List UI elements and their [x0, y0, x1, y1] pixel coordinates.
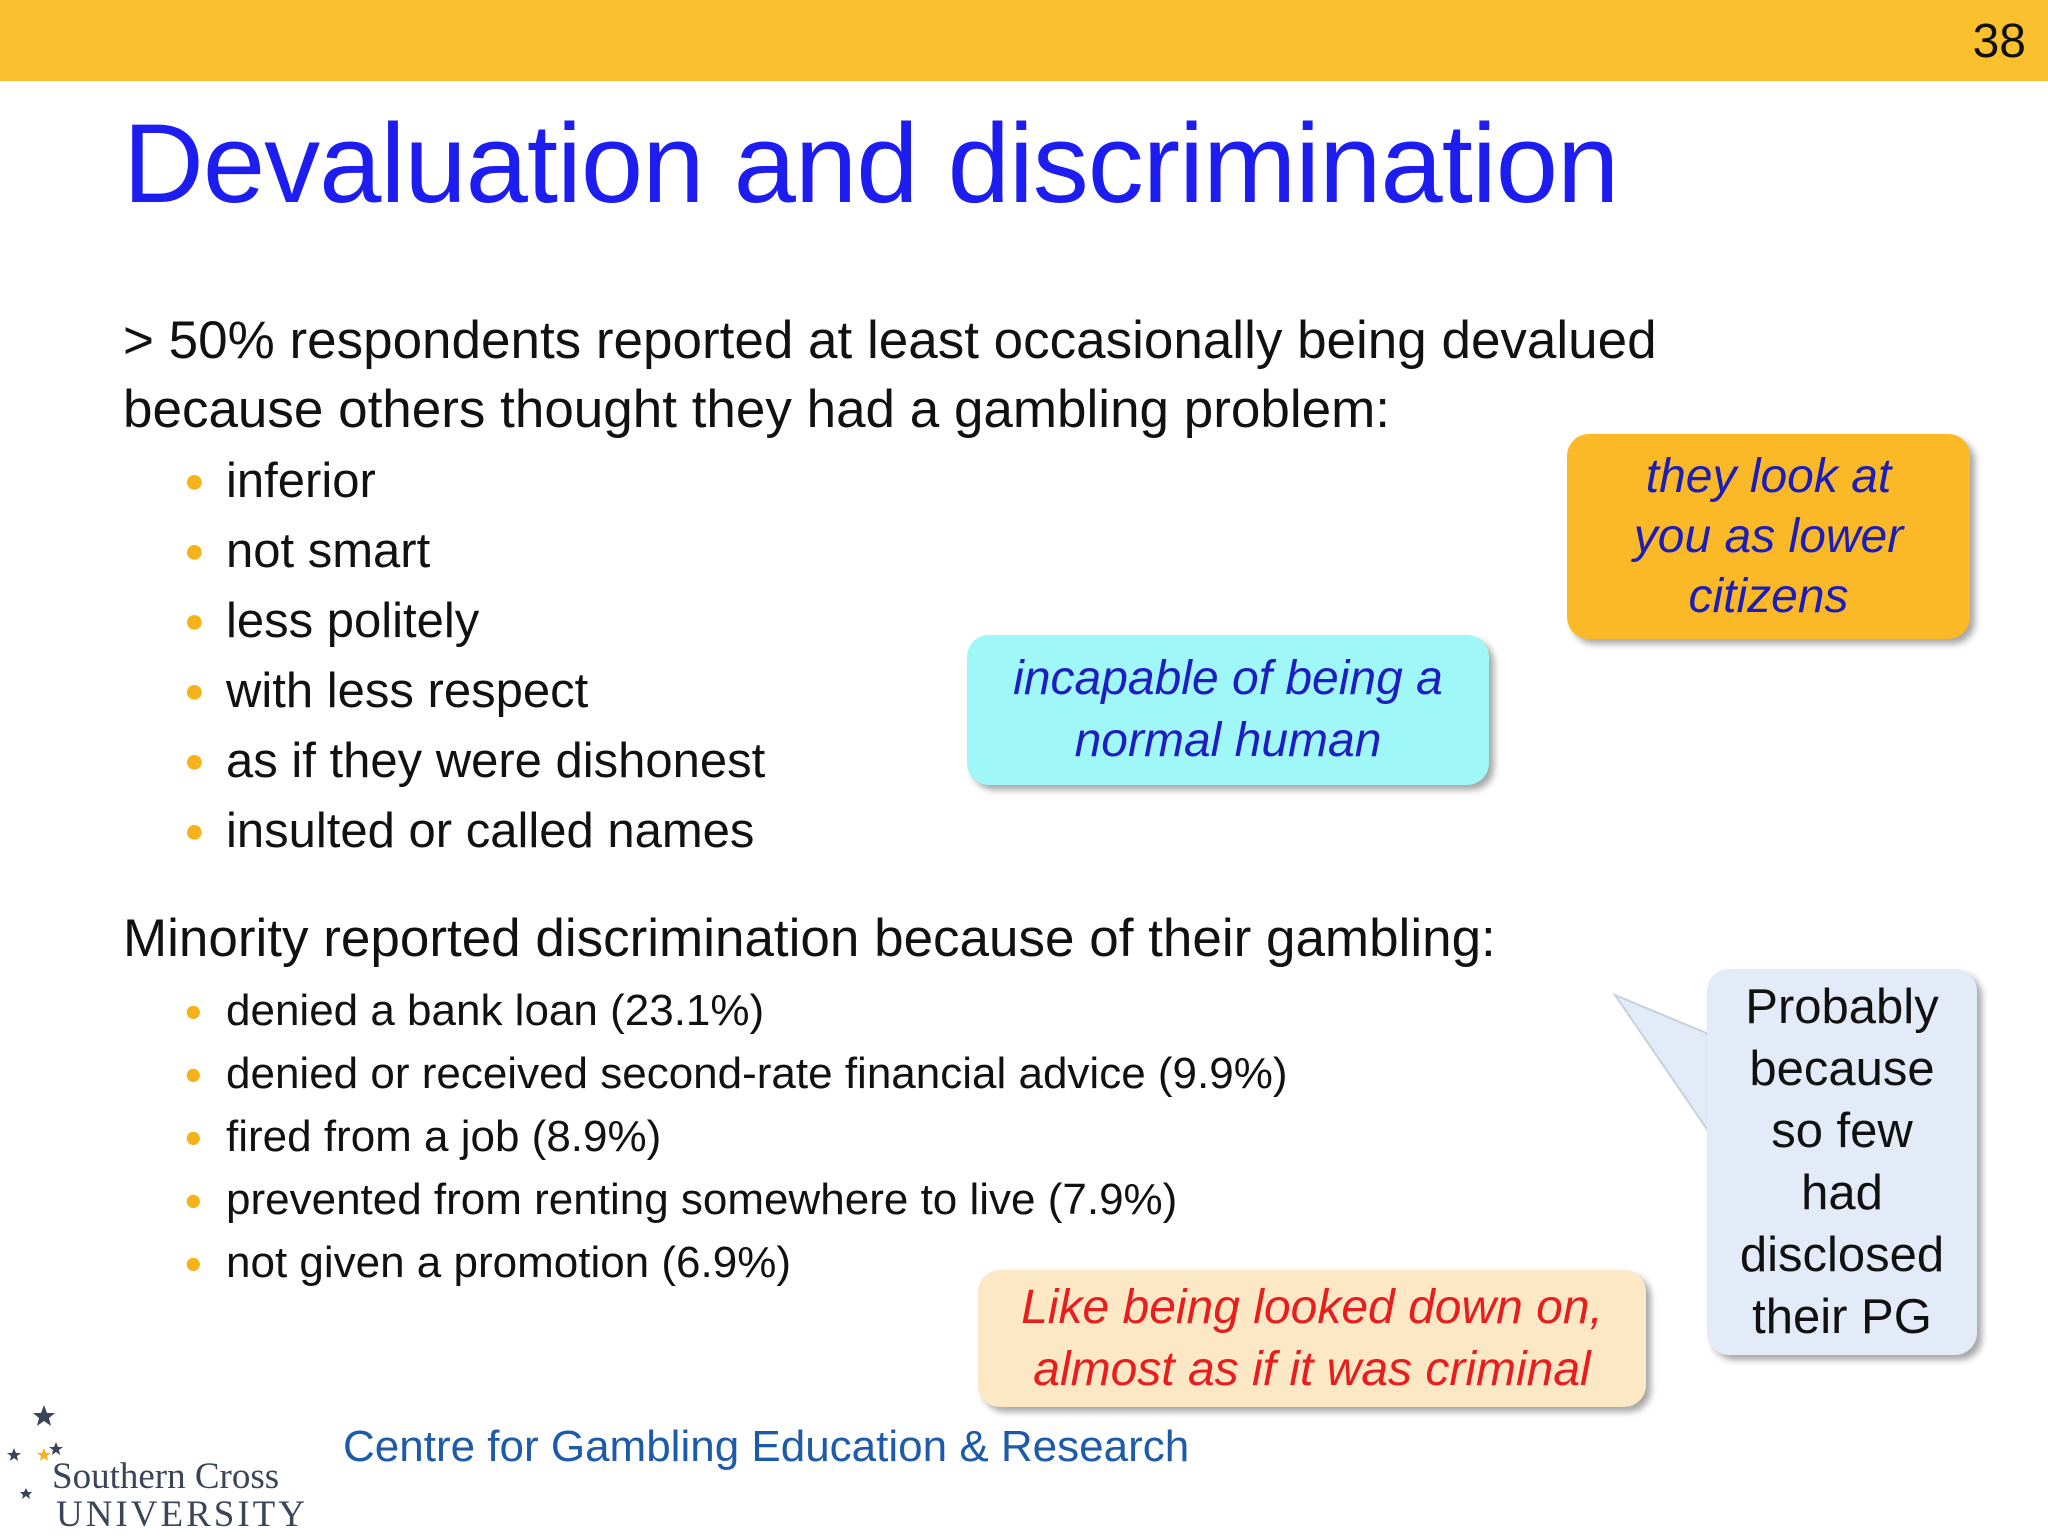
callout-criminal: Like being looked down on, almost as if … — [978, 1270, 1646, 1407]
intro-text: > 50% respondents reported at least occa… — [123, 306, 1823, 444]
list-item: ● less politely — [184, 594, 480, 648]
bullet-icon: ● — [184, 812, 205, 850]
slide-number: 38 — [1972, 15, 2026, 68]
callout-incapable: incapable of being a normal human — [967, 635, 1489, 785]
list-item: ● not smart — [184, 524, 431, 578]
bullet-icon: ● — [184, 462, 205, 500]
bullet-icon: ● — [184, 1245, 203, 1280]
list-item: ● not given a promotion (6.9%) — [184, 1238, 791, 1287]
logo-university: UNIVERSITY — [56, 1494, 308, 1535]
slide-title: Devaluation and discrimination — [123, 101, 1619, 226]
list-item: ● prevented from renting somewhere to liv… — [184, 1175, 1178, 1224]
university-logo-stars — [7, 1405, 63, 1499]
logo-name: Southern Cross — [52, 1456, 280, 1497]
bullet-icon: ● — [184, 602, 205, 640]
list-item: ● as if they were dishonest — [184, 734, 766, 788]
bullet-icon: ● — [184, 1182, 203, 1217]
devalued-list: ● inferior ● not smart ● less politely ● wit… — [180, 452, 765, 872]
intro-line: because others thought they had a gambli… — [123, 380, 1390, 439]
footer-centre-name: Centre for Gambling Education & Research — [343, 1422, 1190, 1471]
bullet-icon: ● — [184, 993, 203, 1028]
list-item: ● denied a bank loan (23.1%) — [184, 986, 765, 1035]
list-item: ● fired from a job (8.9%) — [184, 1112, 662, 1161]
list-item: ● inferior — [184, 454, 376, 508]
list-item: ● denied or received second-rate financia… — [184, 1049, 1288, 1098]
list-item: ● with less respect — [184, 664, 589, 718]
bullet-icon: ● — [184, 672, 205, 710]
bullet-icon: ● — [184, 1119, 203, 1154]
bullet-icon: ● — [184, 742, 205, 780]
callout-lower-citizens: they look at you as lower citizens — [1567, 434, 1970, 639]
top-bar — [0, 0, 2048, 81]
intro-line: > 50% respondents reported at least occa… — [123, 311, 1657, 370]
callout-tail — [1612, 992, 1712, 1139]
discrimination-list: ● denied a bank loan (23.1%) ● denied or r… — [180, 985, 1287, 1300]
minority-heading: Minority reported discrimination because… — [123, 909, 1496, 968]
bullet-icon: ● — [184, 532, 205, 570]
list-item: ● insulted or called names — [184, 804, 755, 858]
callout-probably: Probably because so few had disclosed th… — [1707, 969, 1977, 1355]
bullet-icon: ● — [184, 1056, 203, 1091]
